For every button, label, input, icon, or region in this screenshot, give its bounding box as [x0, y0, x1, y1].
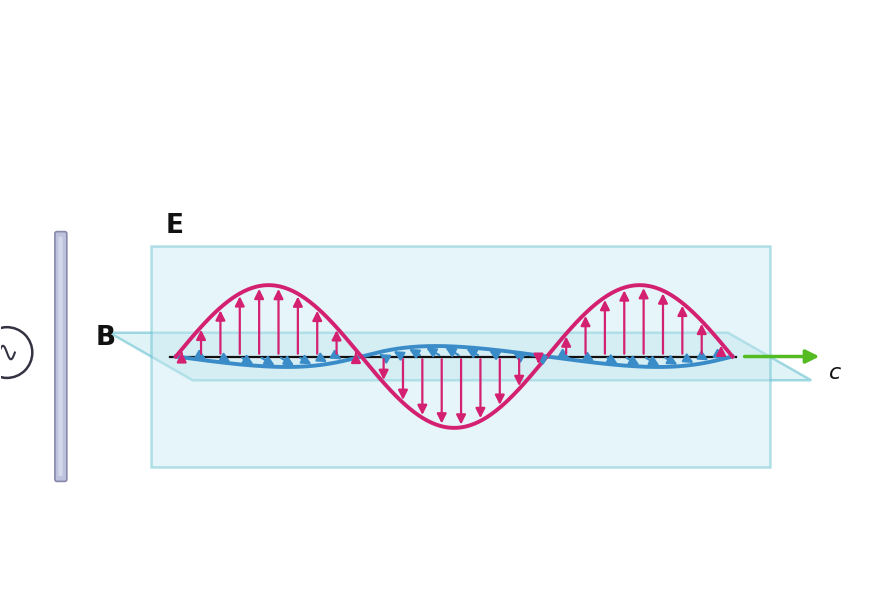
Text: c: c: [829, 363, 841, 383]
Polygon shape: [109, 333, 811, 380]
FancyBboxPatch shape: [55, 232, 66, 482]
Polygon shape: [151, 246, 770, 467]
Text: B: B: [96, 325, 116, 351]
Text: E: E: [165, 213, 184, 240]
FancyBboxPatch shape: [59, 237, 63, 476]
